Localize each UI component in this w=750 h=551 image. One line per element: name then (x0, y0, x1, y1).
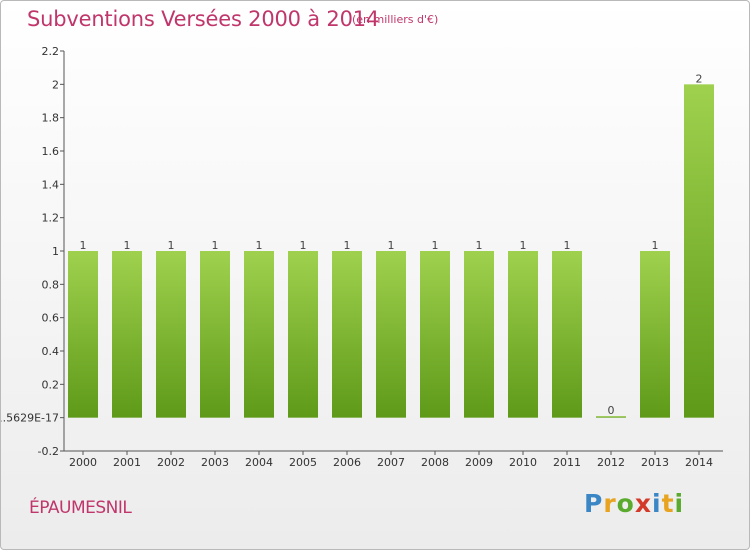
bar-value-label: 1 (124, 239, 131, 252)
y-tick-label: 1.8 (42, 112, 60, 125)
bar (508, 251, 538, 418)
x-tick-label: 2001 (113, 456, 141, 469)
logo-letter: t (661, 489, 675, 518)
y-tick-label: 2.2 (42, 45, 60, 58)
y-tick-label: 0.4 (42, 345, 60, 358)
bar-value-label: 1 (520, 239, 527, 252)
bar-value-label: 0 (608, 404, 615, 417)
bar-value-label: 1 (388, 239, 395, 252)
y-tick-label: 1.4 (42, 178, 60, 191)
bar (156, 251, 186, 418)
bar (552, 251, 582, 418)
bar (68, 251, 98, 418)
chart-title: Subventions Versées 2000 à 2014 (27, 7, 380, 31)
bar-value-label: 1 (80, 239, 87, 252)
x-tick-label: 2012 (597, 456, 625, 469)
bar (420, 251, 450, 418)
bar-value-label: 1 (344, 239, 351, 252)
bar-value-label: 1 (256, 239, 263, 252)
logo-letter: o (616, 489, 635, 518)
x-tick-label: 2000 (69, 456, 97, 469)
bar-value-label: 1 (300, 239, 307, 252)
bar-value-label: 1 (212, 239, 219, 252)
x-tick-label: 2010 (509, 456, 537, 469)
logo-letter: r (603, 489, 617, 518)
bar-value-label: 1 (564, 239, 571, 252)
y-tick-label: 0.2 (42, 378, 60, 391)
bar (112, 251, 142, 418)
y-tick-label: 0.8 (42, 278, 60, 291)
x-tick-label: 2007 (377, 456, 405, 469)
y-tick-label: 1.2 (42, 212, 60, 225)
bar-value-label: 2 (696, 72, 703, 85)
x-tick-label: 2005 (289, 456, 317, 469)
logo-letter: i (652, 489, 662, 518)
x-tick-label: 2008 (421, 456, 449, 469)
commune-name: ÉPAUMESNIL (29, 498, 132, 518)
bar (684, 84, 714, 418)
x-tick-label: 2011 (553, 456, 581, 469)
logo-letter: i (674, 489, 685, 518)
bar (464, 251, 494, 418)
y-tick-label: 1.5629E-17 (1, 412, 59, 425)
bar-value-label: 1 (476, 239, 483, 252)
y-tick-label: 1.6 (42, 145, 60, 158)
y-tick-label: 2 (52, 78, 59, 91)
y-tick-label: 0.6 (42, 312, 60, 325)
y-tick-label: -0.2 (38, 445, 59, 458)
bar (200, 251, 230, 418)
logo-letter: x (634, 489, 652, 518)
bar-value-label: 1 (432, 239, 439, 252)
bar (376, 251, 406, 418)
x-tick-label: 2006 (333, 456, 361, 469)
bar (332, 251, 362, 418)
bar (640, 251, 670, 418)
x-tick-label: 2014 (685, 456, 713, 469)
bar (596, 416, 626, 418)
bar-value-label: 1 (168, 239, 175, 252)
x-tick-label: 2013 (641, 456, 669, 469)
x-tick-label: 2003 (201, 456, 229, 469)
logo-letter: P (584, 489, 604, 518)
bar-value-label: 1 (652, 239, 659, 252)
bar (288, 251, 318, 418)
x-tick-label: 2004 (245, 456, 273, 469)
bar (244, 251, 274, 418)
x-tick-label: 2002 (157, 456, 185, 469)
y-tick-label: 1 (52, 245, 59, 258)
proxiti-logo[interactable]: Proxiti (584, 489, 684, 518)
chart-subtitle: (en milliers d'€) (352, 13, 439, 26)
x-tick-label: 2009 (465, 456, 493, 469)
